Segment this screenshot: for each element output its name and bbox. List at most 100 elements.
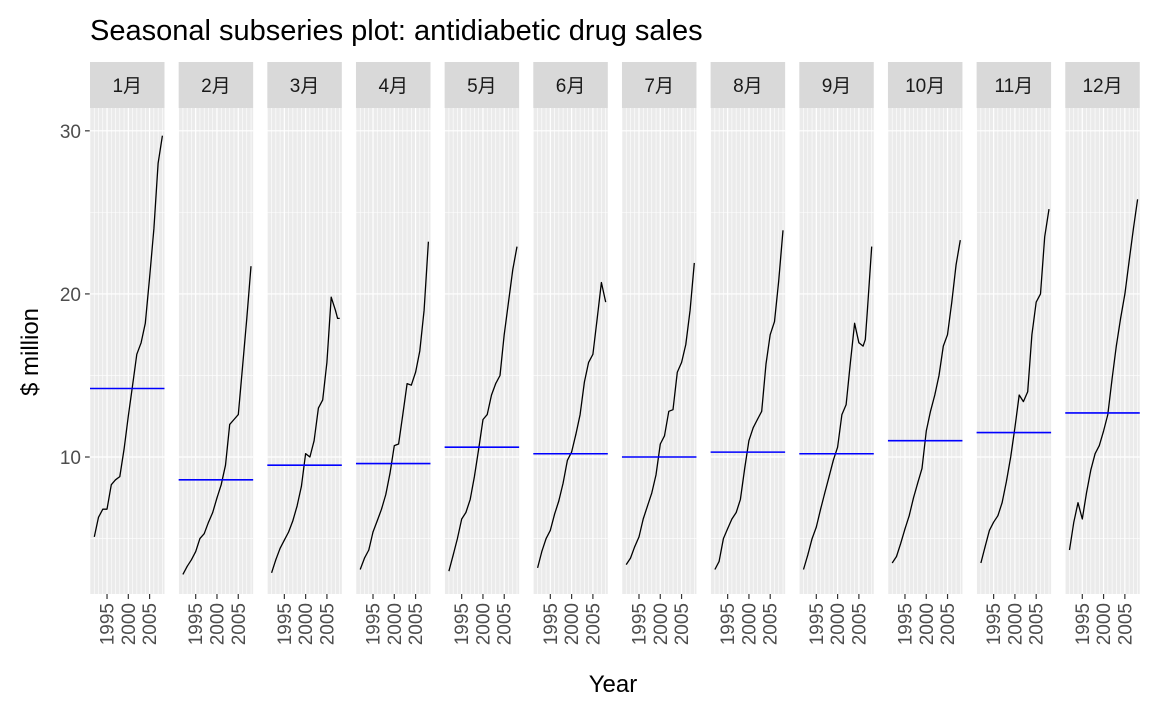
facet-panel: 7月 1995 2000 2005 bbox=[621, 62, 697, 645]
facet-strip bbox=[355, 62, 431, 108]
y-axis: 10 20 30 bbox=[60, 122, 90, 469]
facet-strip bbox=[444, 62, 520, 108]
x-tick-label: 2000 bbox=[562, 603, 583, 645]
y-tick-label: 20 bbox=[60, 285, 81, 306]
facet-strip bbox=[90, 62, 165, 108]
y-axis-title: $ million bbox=[17, 308, 44, 396]
series-line bbox=[359, 241, 430, 570]
x-tick-label: 1995 bbox=[186, 603, 207, 645]
series-line bbox=[802, 246, 873, 570]
facet-panel: 10月 1995 2000 2005 bbox=[887, 62, 963, 645]
facet-strip bbox=[1065, 62, 1140, 108]
facet-panel: 4月 1995 2000 2005 bbox=[355, 62, 431, 645]
x-tick-label: 1995 bbox=[98, 603, 119, 645]
chart-title: Seasonal subseries plot: antidiabetic dr… bbox=[90, 15, 703, 47]
facet-panel-background bbox=[355, 108, 431, 594]
facet-strip-label: 12月 bbox=[1082, 76, 1122, 97]
y-tick-label: 10 bbox=[60, 448, 81, 469]
x-tick-label: 2000 bbox=[651, 603, 672, 645]
x-tick-label: 1995 bbox=[541, 603, 562, 645]
x-tick-label: 1995 bbox=[364, 603, 385, 645]
facet-strip-label: 3月 bbox=[290, 76, 320, 97]
series-line bbox=[93, 135, 164, 538]
x-tick-label: 2005 bbox=[938, 603, 959, 645]
series-line bbox=[182, 266, 252, 575]
facet-panel: 5月 1995 2000 2005 bbox=[444, 62, 520, 645]
facet-strip-label: 7月 bbox=[644, 76, 674, 97]
series-line bbox=[1068, 199, 1139, 551]
x-tick-label: 2005 bbox=[849, 603, 870, 645]
facet-panel: 8月 1995 2000 2005 bbox=[710, 62, 786, 645]
facet-strip bbox=[178, 62, 254, 108]
facet-panel-background bbox=[444, 108, 520, 594]
facet-strip-label: 9月 bbox=[822, 76, 852, 97]
x-tick-label: 2005 bbox=[317, 603, 338, 645]
facet-panel: 6月 1995 2000 2005 bbox=[532, 62, 608, 645]
series-line bbox=[625, 262, 695, 565]
x-tick-label: 2000 bbox=[1094, 603, 1115, 645]
x-tick-label: 2005 bbox=[406, 603, 427, 645]
facet-strip bbox=[533, 62, 608, 108]
facet-strip-label: 10月 bbox=[905, 76, 945, 97]
facet-panel: 1月 1995 2000 2005 bbox=[89, 62, 165, 645]
x-tick-label: 2000 bbox=[917, 603, 938, 645]
facet-panel-background bbox=[976, 108, 1052, 594]
facet-panel: 12月 1995 2000 2005 bbox=[1064, 62, 1140, 645]
facet-panel-background bbox=[799, 108, 874, 594]
x-tick-label: 2005 bbox=[229, 603, 250, 645]
facet-strip bbox=[267, 62, 342, 108]
facet-strip-label: 2月 bbox=[201, 76, 231, 97]
x-tick-label: 2005 bbox=[672, 603, 693, 645]
facet-strip-label: 8月 bbox=[733, 76, 763, 97]
facet-strip bbox=[621, 62, 697, 108]
x-tick-label: 2005 bbox=[1115, 603, 1136, 645]
facet-panel: 3月 1995 2000 2005 bbox=[267, 62, 342, 645]
facet-strip bbox=[976, 62, 1052, 108]
x-tick-label: 1995 bbox=[630, 603, 651, 645]
facet-strip-label: 11月 bbox=[994, 76, 1033, 97]
facet-panel-background bbox=[533, 108, 608, 594]
x-tick-label: 1995 bbox=[896, 603, 917, 645]
x-tick-label: 1995 bbox=[452, 603, 473, 645]
x-tick-label: 1995 bbox=[807, 603, 828, 645]
x-axis-title: Year bbox=[589, 671, 638, 698]
x-tick-label: 2000 bbox=[119, 603, 140, 645]
x-tick-label: 2000 bbox=[739, 603, 760, 645]
series-line bbox=[536, 281, 607, 569]
x-tick-label: 2005 bbox=[140, 603, 161, 645]
facet-strip-label: 5月 bbox=[467, 76, 497, 97]
x-tick-label: 2000 bbox=[828, 603, 849, 645]
facet-strip bbox=[710, 62, 786, 108]
x-tick-label: 2000 bbox=[208, 603, 229, 645]
x-tick-label: 2000 bbox=[1005, 603, 1026, 645]
facet-strip bbox=[887, 62, 963, 108]
x-tick-label: 2005 bbox=[761, 603, 782, 645]
series-line bbox=[980, 209, 1050, 564]
x-tick-label: 2005 bbox=[495, 603, 516, 645]
x-tick-label: 2005 bbox=[1027, 603, 1048, 645]
facet-panel-background bbox=[1065, 108, 1140, 594]
facet-panel-background bbox=[90, 108, 165, 594]
x-tick-label: 2005 bbox=[583, 603, 604, 645]
x-tick-label: 1995 bbox=[984, 603, 1005, 645]
facet-panel-background bbox=[267, 108, 342, 594]
facet-panel-background bbox=[178, 108, 254, 594]
facet-panel: 2月 1995 2000 2005 bbox=[178, 62, 254, 645]
facet-panel: 9月 1995 2000 2005 bbox=[798, 62, 874, 645]
facet-strip-label: 6月 bbox=[556, 76, 586, 97]
y-tick-label: 30 bbox=[60, 122, 81, 143]
series-line bbox=[448, 246, 518, 572]
facet-strip bbox=[799, 62, 874, 108]
series-line bbox=[891, 239, 961, 564]
series-line bbox=[270, 296, 340, 573]
x-tick-label: 1995 bbox=[718, 603, 739, 645]
x-tick-label: 1995 bbox=[1073, 603, 1094, 645]
series-line bbox=[714, 230, 784, 570]
x-tick-label: 2000 bbox=[385, 603, 406, 645]
x-tick-label: 2000 bbox=[474, 603, 495, 645]
facet-strip-label: 4月 bbox=[378, 76, 408, 97]
facet-strip-label: 1月 bbox=[112, 76, 142, 97]
facet-panel-background bbox=[887, 108, 963, 594]
